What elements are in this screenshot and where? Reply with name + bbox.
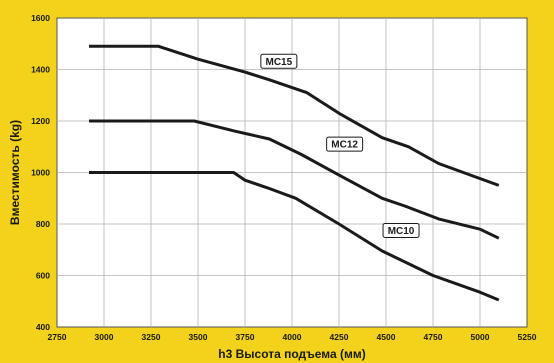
x-tick-label: 3000 <box>95 332 114 342</box>
series-label-mc15: MC15 <box>265 57 292 68</box>
series-label-mc12: MC12 <box>331 140 358 151</box>
series-layer: MC15 MC12 MC10 <box>89 44 500 302</box>
y-axis-ticks: 400 600 800 1000 1200 1400 1600 <box>31 13 50 332</box>
y-tick-label: 1200 <box>31 116 50 126</box>
y-tick-label: 1600 <box>31 13 50 23</box>
y-tick-label: 400 <box>36 322 50 332</box>
x-tick-label: 3500 <box>189 332 208 342</box>
y-axis-title: Вместимость (kg) <box>8 120 22 225</box>
y-tick-label: 800 <box>36 219 50 229</box>
x-tick-label: 3250 <box>142 332 161 342</box>
x-tick-label: 4750 <box>424 332 443 342</box>
series-label-box-mc15 <box>260 53 298 69</box>
y-tick-label: 1400 <box>31 65 50 75</box>
x-tick-label: 4000 <box>283 332 302 342</box>
series-line-mc10 <box>89 171 500 302</box>
x-tick-label: 3750 <box>236 332 255 342</box>
x-tick-label: 5000 <box>471 332 490 342</box>
x-tick-label: 4500 <box>377 332 396 342</box>
series-label-box-mc12 <box>326 136 364 152</box>
series-label-box-mc10 <box>382 222 420 238</box>
series-label-mc10: MC10 <box>388 226 415 237</box>
x-tick-label: 4250 <box>330 332 349 342</box>
x-axis-title: h3 Высота подъема (мм) <box>218 347 365 361</box>
series-line-mc12 <box>89 119 500 240</box>
x-axis-ticks: 2750 3000 3250 3500 3750 4000 4250 4500 4750 5000… <box>48 332 537 342</box>
x-tick-label: 2750 <box>48 332 67 342</box>
y-tick-label: 600 <box>36 271 50 281</box>
series-line-mc15 <box>89 44 500 187</box>
x-tick-label: 5250 <box>518 332 537 342</box>
y-tick-label: 1000 <box>31 168 50 178</box>
